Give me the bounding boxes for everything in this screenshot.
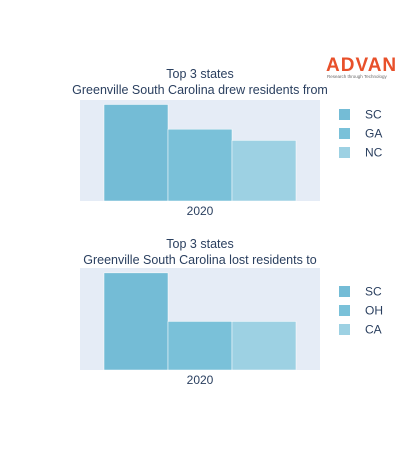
bar-ga: [167, 128, 233, 202]
bars-group: [103, 272, 297, 371]
chart-title-line-1: Top 3 states: [166, 237, 233, 251]
bar-ca: [231, 321, 297, 371]
bar-nc: [231, 140, 297, 202]
logo-tagline: Research through Technology: [327, 74, 387, 79]
bars-group: [103, 104, 297, 202]
legend-label-sc[interactable]: SC: [365, 285, 382, 299]
legend-swatch-ga[interactable]: [339, 128, 350, 139]
legend-swatch-sc[interactable]: [339, 286, 350, 297]
legend-swatch-nc[interactable]: [339, 147, 350, 158]
legend-swatch-oh[interactable]: [339, 305, 350, 316]
chart-title-line-2: Greenville South Carolina lost residents…: [83, 253, 317, 267]
chart-title-line-2: Greenville South Carolina drew residents…: [72, 83, 328, 97]
bar-oh: [167, 321, 233, 371]
advan-logo: ADVAN Research through Technology: [326, 55, 397, 79]
x-tick-label: 2020: [187, 373, 214, 387]
legend-label-ga[interactable]: GA: [365, 127, 382, 141]
x-tick-label: 2020: [187, 204, 214, 218]
chart-drew-residents: Top 3 states Greenville South Carolina d…: [72, 67, 383, 218]
bar-sc: [103, 272, 169, 371]
legend-label-ca[interactable]: CA: [365, 323, 382, 337]
legend-label-nc[interactable]: NC: [365, 146, 383, 160]
chart-title-line-1: Top 3 states: [166, 67, 233, 81]
legend: SC GA NC: [339, 108, 383, 160]
legend-swatch-ca[interactable]: [339, 324, 350, 335]
legend-swatch-sc[interactable]: [339, 109, 350, 120]
bar-sc: [103, 104, 169, 202]
legend: SC OH CA: [339, 285, 383, 337]
logo-name: ADVAN: [326, 55, 397, 76]
legend-label-sc[interactable]: SC: [365, 108, 382, 122]
chart-lost-residents: Top 3 states Greenville South Carolina l…: [80, 237, 383, 387]
legend-label-oh[interactable]: OH: [365, 304, 383, 318]
